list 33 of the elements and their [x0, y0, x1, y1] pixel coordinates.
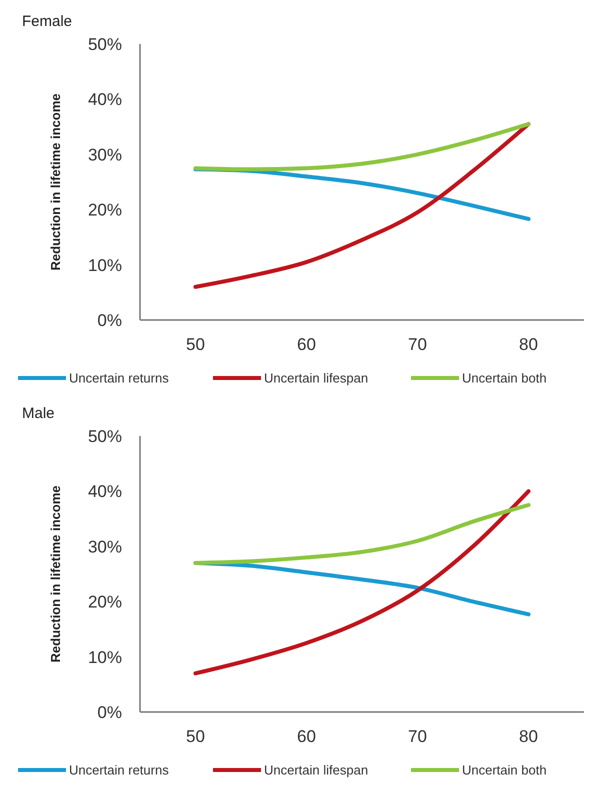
y-tick-label: 40% [88, 90, 122, 110]
y-tick-label: 50% [88, 426, 122, 446]
y-axis-title: Reduction in lifetime income [48, 486, 63, 662]
legend-label: Uncertain both [462, 370, 547, 386]
x-tick-label: 70 [408, 727, 427, 746]
y-tick-label: 20% [88, 592, 122, 612]
y-tick-label: 0% [97, 702, 122, 722]
chart-title: Female [22, 13, 72, 30]
y-tick-label: 30% [88, 145, 122, 164]
x-tick-label: 50 [186, 335, 205, 354]
y-tick-label: 30% [88, 537, 122, 556]
legend-label: Uncertain lifespan [264, 370, 368, 386]
y-tick-label: 10% [88, 648, 122, 667]
line-series [194, 503, 530, 565]
x-tick-label: 80 [519, 335, 538, 354]
y-tick-label: 40% [88, 482, 122, 502]
y-tick-label: 10% [88, 256, 122, 275]
x-tick-label: 60 [297, 727, 316, 746]
line-series [194, 489, 530, 676]
line-series [194, 122, 530, 172]
x-tick-label: 70 [408, 335, 427, 354]
y-tick-label: 50% [88, 34, 122, 54]
y-tick-label: 0% [97, 310, 122, 330]
x-tick-label: 80 [519, 727, 538, 746]
legend-label: Uncertain lifespan [264, 762, 368, 778]
x-tick-label: 60 [297, 335, 316, 354]
y-tick-label: 20% [88, 200, 122, 220]
legend-label: Uncertain returns [69, 762, 170, 778]
x-tick-label: 50 [186, 727, 205, 746]
legend-label: Uncertain both [462, 762, 547, 778]
legend-label: Uncertain returns [69, 370, 170, 386]
y-axis-title: Reduction in lifetime income [48, 94, 63, 270]
chart-title: Male [22, 405, 55, 422]
